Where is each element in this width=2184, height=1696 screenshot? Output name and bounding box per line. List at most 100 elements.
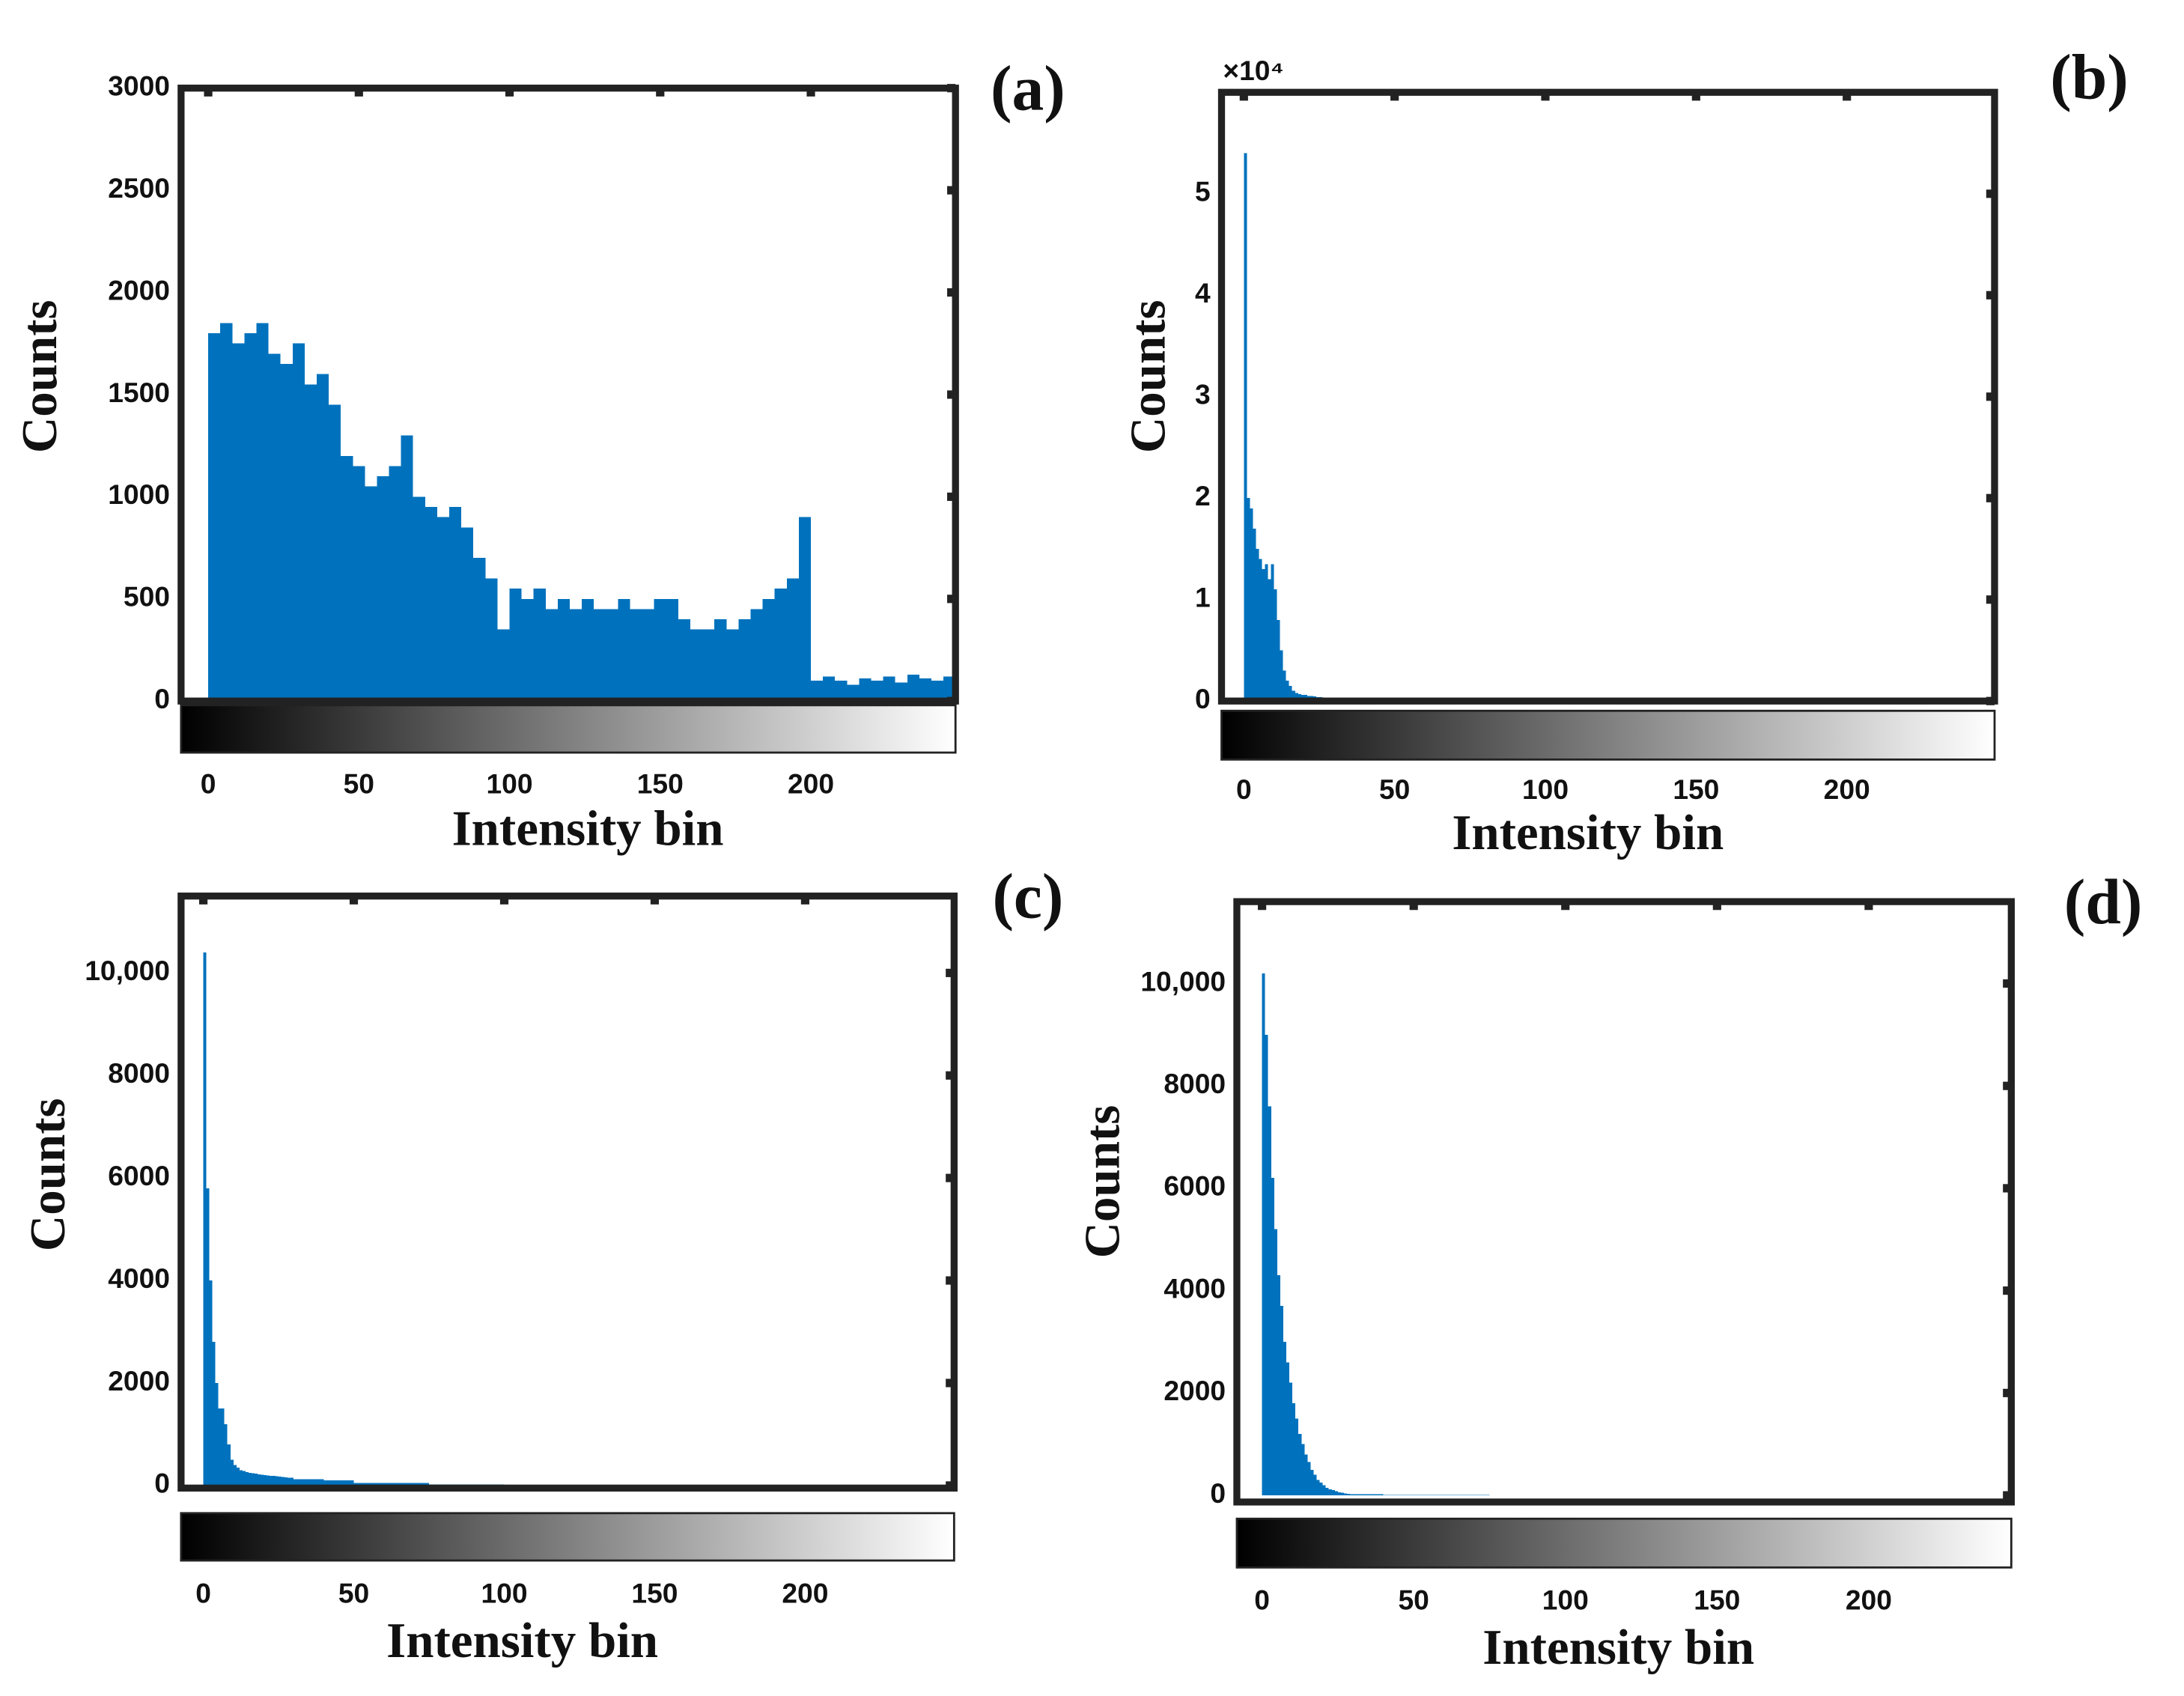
bar bbox=[883, 676, 895, 702]
bar bbox=[276, 1476, 279, 1486]
bar bbox=[557, 598, 571, 702]
bar bbox=[291, 1477, 294, 1486]
bar bbox=[425, 507, 437, 702]
bar bbox=[1295, 693, 1298, 702]
bar bbox=[251, 1473, 255, 1486]
x-tick-label: 50 bbox=[1379, 773, 1410, 805]
bar bbox=[1250, 508, 1253, 702]
y-exponent: ×10⁴ bbox=[1223, 55, 1283, 86]
bar bbox=[1322, 1485, 1326, 1496]
bar bbox=[1334, 1491, 1338, 1496]
bar bbox=[365, 486, 377, 702]
y-tick-label: 8000 bbox=[1164, 1068, 1226, 1099]
bar bbox=[236, 1467, 240, 1486]
x-tick-label: 100 bbox=[487, 768, 533, 800]
colorbar bbox=[1235, 1517, 2013, 1569]
x-tick-label: 0 bbox=[1236, 773, 1252, 805]
x-tick-label: 50 bbox=[338, 1577, 369, 1608]
bar bbox=[1286, 681, 1289, 702]
bar bbox=[702, 629, 715, 702]
panel: 0 50 100 150 200 0 1 2 3 4 5 Intensity bin Counts (b)… bbox=[1121, 42, 2129, 860]
y-tick-label: 2000 bbox=[108, 1365, 170, 1396]
bar bbox=[341, 455, 353, 702]
bar bbox=[329, 404, 341, 702]
bar bbox=[461, 527, 474, 702]
y-tick-label: 4000 bbox=[1164, 1272, 1226, 1304]
y-axis-label: Counts bbox=[1121, 300, 1176, 453]
bar bbox=[353, 1483, 430, 1486]
panel: 0 50 100 150 2000200040006000800010,000Inten… bbox=[1074, 866, 2142, 1675]
panel-label: (c) bbox=[992, 861, 1063, 932]
bar bbox=[353, 466, 365, 702]
bar bbox=[220, 323, 233, 702]
y-tick-label: 0 bbox=[154, 683, 170, 714]
y-tick-label: 0 bbox=[1210, 1477, 1226, 1509]
x-tick-label: 200 bbox=[788, 768, 834, 800]
bar bbox=[293, 1479, 324, 1486]
bar bbox=[266, 1475, 270, 1486]
y-axis-label: Counts bbox=[20, 1098, 76, 1251]
bar bbox=[642, 609, 654, 702]
bar bbox=[209, 1280, 213, 1486]
axes-box bbox=[177, 893, 958, 1492]
bar bbox=[1256, 548, 1259, 702]
bar bbox=[1307, 1462, 1311, 1496]
bar bbox=[1328, 1489, 1332, 1496]
bar bbox=[245, 1472, 249, 1486]
bar bbox=[823, 676, 836, 702]
panel: 0 50 100 150 200050010001500200025003000Inte… bbox=[12, 53, 1065, 857]
bar bbox=[738, 619, 751, 702]
bar bbox=[533, 589, 546, 702]
y-axis-label: Counts bbox=[1074, 1105, 1130, 1259]
bar bbox=[1298, 693, 1301, 702]
y-tick-label: 2000 bbox=[1164, 1375, 1226, 1406]
bar bbox=[224, 1423, 228, 1486]
bar bbox=[263, 1475, 267, 1486]
bar bbox=[1340, 1492, 1344, 1496]
y-tick-label: 500 bbox=[124, 581, 170, 613]
bar bbox=[1310, 1469, 1314, 1496]
bar bbox=[521, 598, 534, 702]
x-tick-label: 200 bbox=[1846, 1584, 1892, 1616]
panel-label: (b) bbox=[2050, 42, 2129, 113]
bar bbox=[239, 1470, 243, 1486]
bar bbox=[1277, 1275, 1280, 1496]
bar bbox=[871, 680, 883, 702]
y-tick-label: 2000 bbox=[108, 274, 170, 306]
bar bbox=[1244, 153, 1247, 702]
y-tick-label: 8000 bbox=[108, 1057, 170, 1089]
bar bbox=[1280, 650, 1283, 702]
bar bbox=[288, 1477, 291, 1486]
x-tick-label: 50 bbox=[344, 768, 374, 800]
x-axis-label: Intensity bin bbox=[452, 800, 724, 856]
bar bbox=[618, 598, 630, 702]
bar bbox=[570, 609, 582, 702]
bar bbox=[230, 1459, 234, 1486]
x-tick-label: 0 bbox=[195, 1577, 211, 1608]
bar bbox=[316, 374, 329, 702]
bar bbox=[212, 1342, 216, 1486]
bar bbox=[389, 466, 401, 702]
bar bbox=[1350, 1494, 1354, 1496]
bar bbox=[594, 609, 606, 702]
bar bbox=[1295, 1418, 1299, 1496]
bar bbox=[1268, 579, 1271, 702]
bar bbox=[1347, 1493, 1351, 1496]
x-tick-label: 0 bbox=[201, 768, 216, 800]
bar bbox=[1271, 1178, 1274, 1496]
x-tick-label: 100 bbox=[481, 1577, 527, 1608]
bar bbox=[1286, 1362, 1290, 1496]
colorbar bbox=[180, 704, 957, 754]
x-tick-label: 100 bbox=[1522, 773, 1569, 805]
x-tick-label: 100 bbox=[1542, 1584, 1589, 1616]
bar bbox=[690, 629, 703, 702]
bar bbox=[401, 435, 413, 702]
bar bbox=[774, 589, 787, 702]
panel-label: (a) bbox=[991, 53, 1065, 124]
bar bbox=[1301, 1444, 1305, 1496]
bar bbox=[279, 1476, 282, 1486]
bar bbox=[847, 684, 860, 702]
bar bbox=[582, 598, 594, 702]
bar bbox=[270, 1475, 273, 1486]
